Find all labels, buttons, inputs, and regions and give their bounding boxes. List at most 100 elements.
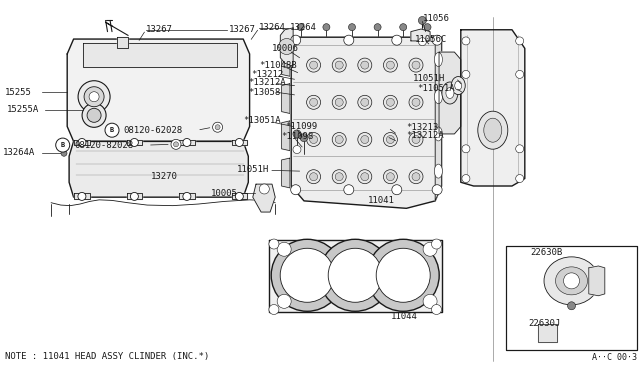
- Circle shape: [412, 61, 420, 69]
- Circle shape: [387, 135, 394, 144]
- Circle shape: [319, 239, 391, 311]
- Polygon shape: [282, 158, 290, 188]
- Circle shape: [564, 273, 580, 289]
- Text: 11056: 11056: [422, 14, 449, 23]
- Circle shape: [409, 95, 423, 109]
- Circle shape: [367, 239, 439, 311]
- Bar: [506, 246, 637, 350]
- Circle shape: [409, 170, 423, 184]
- Circle shape: [344, 185, 354, 195]
- Circle shape: [212, 122, 223, 132]
- Circle shape: [516, 70, 524, 78]
- Polygon shape: [439, 52, 461, 134]
- Bar: [506, 246, 637, 350]
- Circle shape: [332, 58, 346, 72]
- Polygon shape: [67, 39, 250, 141]
- Circle shape: [432, 185, 442, 195]
- Circle shape: [383, 95, 397, 109]
- Circle shape: [358, 58, 372, 72]
- Circle shape: [61, 150, 67, 156]
- Polygon shape: [269, 240, 442, 312]
- Text: 13267: 13267: [146, 25, 173, 34]
- Circle shape: [236, 138, 243, 147]
- Circle shape: [419, 16, 426, 25]
- Circle shape: [400, 24, 406, 31]
- Polygon shape: [435, 37, 442, 201]
- Polygon shape: [117, 37, 128, 48]
- Circle shape: [215, 125, 220, 130]
- Circle shape: [293, 130, 301, 138]
- Circle shape: [383, 170, 397, 184]
- Polygon shape: [411, 29, 430, 41]
- Text: 10006: 10006: [272, 44, 299, 53]
- Ellipse shape: [446, 87, 454, 99]
- Circle shape: [392, 35, 402, 45]
- Circle shape: [349, 24, 355, 31]
- Circle shape: [307, 58, 321, 72]
- Circle shape: [374, 24, 381, 31]
- Circle shape: [78, 138, 86, 147]
- Text: 11041: 11041: [368, 196, 395, 205]
- Polygon shape: [232, 140, 247, 145]
- Text: *13212: *13212: [252, 70, 284, 79]
- Text: B: B: [61, 142, 65, 148]
- Ellipse shape: [435, 164, 442, 178]
- Ellipse shape: [435, 127, 442, 141]
- Circle shape: [462, 37, 470, 45]
- Ellipse shape: [478, 111, 508, 149]
- Circle shape: [298, 24, 304, 31]
- Circle shape: [82, 103, 106, 127]
- Polygon shape: [282, 121, 290, 151]
- Text: 15255: 15255: [5, 88, 32, 97]
- Text: 13270: 13270: [151, 172, 178, 181]
- Circle shape: [307, 95, 321, 109]
- Polygon shape: [589, 266, 605, 296]
- Circle shape: [387, 98, 394, 106]
- Circle shape: [335, 61, 343, 69]
- Circle shape: [271, 239, 343, 311]
- Circle shape: [269, 239, 279, 249]
- Text: B: B: [110, 127, 114, 133]
- Circle shape: [383, 58, 397, 72]
- Circle shape: [423, 294, 437, 308]
- Polygon shape: [253, 184, 275, 212]
- Text: NOTE : 11041 HEAD ASSY CLINDER (INC.*): NOTE : 11041 HEAD ASSY CLINDER (INC.*): [5, 352, 209, 361]
- Ellipse shape: [544, 257, 599, 305]
- Circle shape: [332, 95, 346, 109]
- Polygon shape: [127, 140, 142, 145]
- Circle shape: [307, 170, 321, 184]
- Circle shape: [431, 239, 442, 249]
- Circle shape: [358, 95, 372, 109]
- Circle shape: [516, 145, 524, 153]
- Circle shape: [279, 38, 295, 55]
- Circle shape: [87, 108, 101, 122]
- Polygon shape: [280, 28, 293, 66]
- Polygon shape: [282, 84, 290, 113]
- Circle shape: [335, 98, 343, 106]
- Text: 22630J: 22630J: [528, 319, 560, 328]
- Circle shape: [56, 138, 70, 152]
- Circle shape: [310, 173, 317, 181]
- Polygon shape: [83, 43, 237, 67]
- Text: *11098: *11098: [282, 132, 314, 141]
- Circle shape: [462, 145, 470, 153]
- Circle shape: [332, 170, 346, 184]
- Text: 10005: 10005: [211, 189, 238, 198]
- Text: 08120-62028: 08120-62028: [124, 126, 182, 135]
- Text: 11044: 11044: [390, 312, 417, 321]
- Text: *13058: *13058: [248, 88, 280, 97]
- Circle shape: [419, 38, 426, 46]
- Circle shape: [89, 92, 99, 102]
- Circle shape: [361, 135, 369, 144]
- Text: *11051A: *11051A: [417, 84, 455, 93]
- Polygon shape: [232, 193, 247, 199]
- Text: *11099: *11099: [285, 122, 317, 131]
- Circle shape: [409, 58, 423, 72]
- Circle shape: [310, 135, 317, 144]
- Polygon shape: [291, 37, 442, 208]
- Circle shape: [462, 70, 470, 78]
- Ellipse shape: [435, 90, 442, 104]
- Circle shape: [361, 173, 369, 181]
- Circle shape: [392, 185, 402, 195]
- Text: *13213: *13213: [406, 123, 438, 132]
